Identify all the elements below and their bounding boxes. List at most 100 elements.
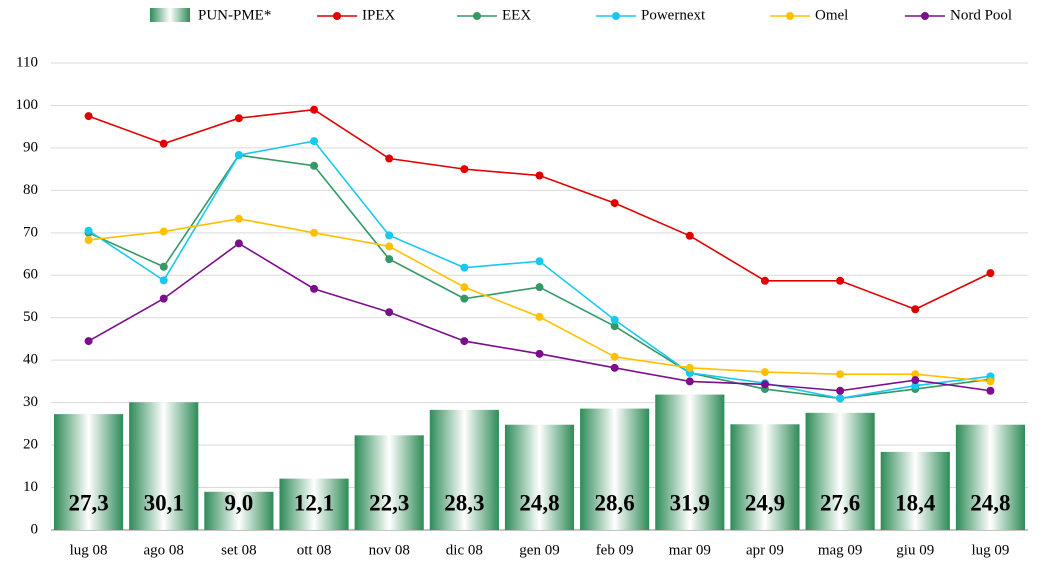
marker [310, 284, 319, 293]
marker [610, 315, 619, 324]
marker [234, 114, 243, 123]
y-tick-label: 110 [16, 54, 38, 70]
line [88, 108, 991, 311]
y-tick-label: 50 [23, 309, 38, 325]
marker [84, 236, 93, 245]
y-tick-label: 30 [23, 394, 38, 410]
marker [911, 381, 920, 390]
legend-marker [473, 12, 481, 20]
marker [234, 239, 243, 248]
marker [234, 214, 243, 223]
y-tick-label: 20 [23, 437, 38, 453]
legend-label: EEX [502, 7, 531, 23]
marker [685, 231, 694, 240]
marker [84, 112, 93, 121]
marker [986, 377, 995, 386]
y-tick-label: 80 [23, 182, 38, 198]
x-tick-label: dic 08 [446, 542, 483, 558]
marker [986, 386, 995, 395]
bar-value-label: 18,4 [895, 490, 936, 515]
legend-label: PUN-PME* [198, 7, 271, 23]
x-tick-label: apr 09 [746, 542, 784, 558]
marker [385, 154, 394, 163]
x-tick-label: mag 09 [818, 542, 863, 558]
marker [310, 137, 319, 146]
marker [385, 255, 394, 264]
legend-label: Nord Pool [950, 7, 1012, 23]
bar-value-label: 9,0 [225, 490, 254, 515]
x-tick-label: nov 08 [369, 542, 410, 558]
bar [655, 394, 725, 530]
bar [204, 491, 274, 530]
y-tick-label: 0 [31, 521, 39, 537]
marker [836, 394, 845, 403]
marker [385, 308, 394, 317]
y-tick-label: 100 [16, 97, 39, 113]
x-tick-label: giu 09 [896, 542, 934, 558]
marker [460, 283, 469, 292]
marker [685, 363, 694, 372]
marker [911, 305, 920, 314]
marker [159, 227, 168, 236]
marker [836, 386, 845, 395]
marker [385, 231, 394, 240]
bar-value-label: 27,6 [820, 490, 860, 515]
x-tick-label: ago 08 [144, 542, 184, 558]
marker [310, 105, 319, 114]
bar [730, 424, 800, 530]
marker [610, 363, 619, 372]
marker [610, 199, 619, 208]
x-tick-label: mar 09 [669, 542, 711, 558]
marker [610, 322, 619, 331]
marker [84, 226, 93, 235]
bar-value-label: 24,8 [519, 490, 559, 515]
marker [460, 294, 469, 303]
bar [805, 412, 875, 530]
x-tick-label: ott 08 [297, 542, 332, 558]
marker [610, 352, 619, 361]
marker [836, 276, 845, 285]
bar-value-label: 30,1 [144, 490, 184, 515]
marker [986, 269, 995, 278]
y-tick-label: 90 [23, 139, 38, 155]
marker [460, 337, 469, 346]
bar-value-label: 28,6 [595, 490, 635, 515]
marker [159, 139, 168, 148]
bar-value-label: 24,9 [745, 490, 785, 515]
legend-swatch [150, 8, 190, 22]
bar-value-label: 27,3 [68, 490, 108, 515]
legend-marker [921, 12, 929, 20]
legend-marker [786, 12, 794, 20]
marker [535, 283, 544, 292]
marker [911, 376, 920, 385]
bar-value-label: 24,8 [970, 490, 1010, 515]
bar [955, 424, 1025, 530]
marker [84, 337, 93, 346]
marker [535, 312, 544, 321]
bar [54, 414, 124, 530]
x-tick-label: set 08 [221, 542, 256, 558]
marker [535, 257, 544, 266]
x-tick-label: feb 09 [596, 542, 634, 558]
bar [504, 424, 575, 530]
marker [760, 380, 769, 389]
x-tick-label: lug 08 [70, 542, 108, 558]
line [88, 154, 991, 400]
marker [535, 349, 544, 358]
y-tick-label: 40 [23, 352, 38, 368]
bar-value-label: 22,3 [369, 490, 409, 515]
marker [159, 262, 168, 271]
y-tick-label: 70 [23, 224, 38, 240]
marker [159, 276, 168, 285]
marker [685, 377, 694, 386]
bar-value-label: 31,9 [670, 490, 710, 515]
legend-label: Powernext [641, 7, 706, 23]
marker [234, 151, 243, 160]
legend-marker [333, 12, 341, 20]
marker [760, 276, 769, 285]
marker [159, 294, 168, 303]
legend-marker [612, 12, 620, 20]
marker [535, 171, 544, 180]
y-tick-label: 10 [23, 479, 38, 495]
